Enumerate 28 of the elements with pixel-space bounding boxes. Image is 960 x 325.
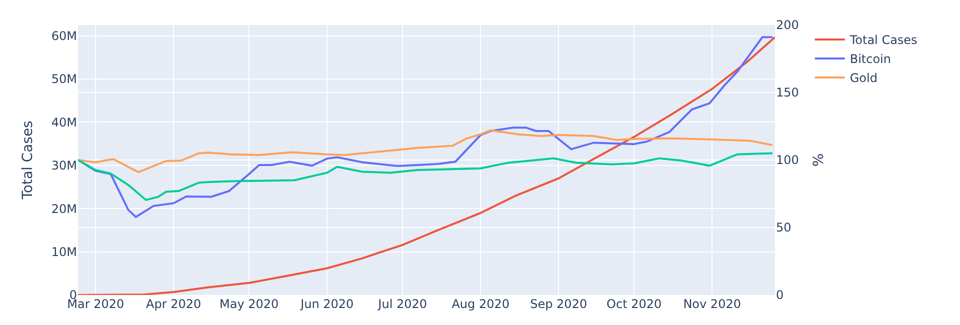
x-tick-label: Aug 2020 [452, 297, 510, 311]
legend-label: Gold [850, 71, 878, 86]
y2-tick-label: 200 [776, 18, 799, 32]
x-tick-label: Oct 2020 [606, 297, 662, 311]
line-series [78, 152, 774, 201]
x-tick-label: May 2020 [220, 297, 279, 311]
y-axis-title: Total Cases [20, 120, 36, 200]
legend-label: Bitcoin [850, 52, 892, 66]
y-tick-label: 50M [51, 72, 77, 86]
y-tick-label: 20M [51, 202, 77, 216]
line-series [78, 36, 775, 295]
y-tick-label: 60M [51, 29, 77, 43]
y2-tick-label: 50 [776, 220, 792, 235]
y-tick-label: 30M [51, 158, 77, 173]
x-tick-label: Jul 2020 [377, 297, 428, 311]
x-tick-label: Nov 2020 [683, 297, 741, 311]
y2-tick-label: 150 [776, 86, 799, 100]
y2-tick-label: 100 [776, 153, 799, 168]
y2-tick-label: 0 [776, 288, 784, 302]
y-tick-label: 40M [51, 115, 77, 130]
x-tick-label: Jun 2020 [300, 297, 354, 311]
legend-label: Total Cases [848, 33, 918, 48]
x-tick-label: Apr 2020 [146, 297, 202, 311]
x-tick-label: Sep 2020 [530, 297, 588, 311]
line-series [78, 36, 774, 218]
line-series [78, 129, 774, 174]
y2-axis-title: % [811, 153, 828, 167]
y-tick-label: 10M [51, 245, 77, 259]
